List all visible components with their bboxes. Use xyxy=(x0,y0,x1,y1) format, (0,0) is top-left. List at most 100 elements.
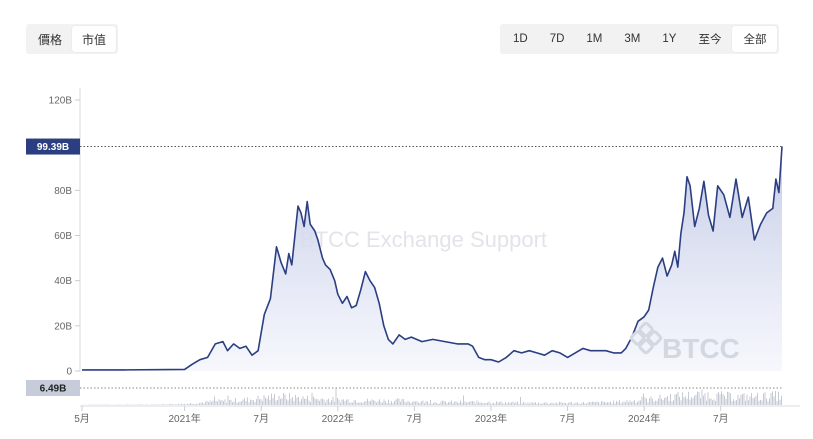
y-tick-label: 60B xyxy=(54,231,72,242)
volume-bar xyxy=(334,401,335,405)
volume-bar xyxy=(152,404,154,405)
volume-bar xyxy=(607,402,608,405)
volume-bar xyxy=(313,396,314,405)
volume-bar xyxy=(754,397,755,405)
series-line xyxy=(82,146,783,371)
volume-bar xyxy=(170,403,172,405)
range-tab-1[interactable]: 7D xyxy=(549,33,565,45)
volume-bar xyxy=(424,403,425,405)
volume-bar xyxy=(587,402,589,405)
volume-bar xyxy=(236,402,238,405)
volume-bar xyxy=(752,398,754,405)
volume-bar xyxy=(658,398,659,405)
volume-bar xyxy=(763,393,764,405)
volume-bar xyxy=(376,402,377,405)
volume-bar xyxy=(593,401,595,405)
volume-bar xyxy=(731,401,733,405)
volume-bar xyxy=(386,403,388,405)
volume-bar xyxy=(485,402,487,405)
volume-bar xyxy=(542,403,544,405)
volume-bar xyxy=(532,402,533,405)
volume-bar xyxy=(202,402,203,405)
volume-bar xyxy=(460,400,461,405)
volume-bar xyxy=(643,393,644,405)
volume-bar xyxy=(776,401,778,405)
volume-bar xyxy=(755,395,757,405)
volume-bar xyxy=(677,391,679,405)
volume-bar xyxy=(478,402,479,405)
range-tab-4[interactable]: 1Y xyxy=(662,33,677,45)
volume-bar xyxy=(241,401,242,405)
range-tab-2[interactable]: 1M xyxy=(586,33,603,45)
volume-bar xyxy=(748,400,749,405)
volume-bar xyxy=(259,399,260,405)
volume-bar xyxy=(638,400,640,405)
volume-bar xyxy=(509,402,511,405)
volume-bar xyxy=(325,402,326,405)
range-tab-6[interactable]: 全部 xyxy=(732,26,778,52)
volume-bar xyxy=(769,398,770,405)
volume-bar xyxy=(440,401,442,405)
volume-bar xyxy=(506,403,508,405)
volume-bar xyxy=(218,399,220,405)
volume-bar xyxy=(617,401,619,405)
range-tab-3[interactable]: 3M xyxy=(624,33,641,45)
volume-bar xyxy=(563,402,565,405)
volume-bar xyxy=(206,400,208,405)
volume-bar xyxy=(488,401,490,405)
volume-bar xyxy=(779,399,781,405)
volume-bar xyxy=(599,403,601,405)
volume-bar xyxy=(349,402,350,405)
volume-bar xyxy=(724,395,725,405)
volume-bar xyxy=(284,394,286,405)
volume-bar xyxy=(449,401,451,405)
volume-bar xyxy=(739,398,740,405)
volume-bar xyxy=(172,404,173,405)
volume-bar xyxy=(448,402,449,405)
volume-bar xyxy=(286,399,287,405)
volume-bar xyxy=(695,394,697,405)
volume-bar xyxy=(640,400,641,405)
volume-bar xyxy=(404,401,406,405)
metric-tab-1[interactable]: 市值 xyxy=(72,26,117,52)
volume-bar xyxy=(278,395,280,405)
volume-bar xyxy=(191,403,193,405)
volume-bar xyxy=(268,395,269,405)
volume-bar xyxy=(674,394,676,405)
volume-bar xyxy=(704,393,706,405)
volume-bar xyxy=(698,391,700,405)
volume-bar xyxy=(523,402,524,405)
volume-bar xyxy=(757,392,758,405)
volume-bar xyxy=(290,398,292,405)
volume-bar xyxy=(203,403,205,405)
volume-bar xyxy=(569,402,571,405)
volume-bar xyxy=(347,399,349,405)
volume-bar xyxy=(595,402,596,405)
watermark-text: BTCC Exchange Support xyxy=(300,227,547,252)
volume-bar xyxy=(419,402,421,405)
volume-bar xyxy=(469,401,470,405)
volume-bar xyxy=(392,403,394,405)
volume-bar xyxy=(319,400,320,405)
volume-bar xyxy=(140,404,142,405)
volume-bar xyxy=(287,400,289,405)
volume-bar xyxy=(470,401,472,405)
volume-bar xyxy=(725,398,727,405)
volume-bar xyxy=(671,401,673,405)
volume-bar xyxy=(631,402,632,405)
volume-bar xyxy=(575,402,577,405)
volume-bar xyxy=(472,401,473,405)
range-tab-5[interactable]: 至今 xyxy=(698,34,722,46)
volume-bar xyxy=(463,395,464,405)
volume-bar xyxy=(665,397,667,405)
volume-bar xyxy=(626,400,628,405)
range-tab-0[interactable]: 1D xyxy=(513,33,528,45)
y-tick-label: 40B xyxy=(54,276,72,287)
volume-bar xyxy=(743,393,745,405)
volume-bar xyxy=(751,393,752,405)
volume-bar xyxy=(634,400,635,405)
metric-tab-0[interactable]: 價格 xyxy=(38,32,63,47)
volume-bar xyxy=(337,397,338,405)
volume-bar xyxy=(580,404,581,405)
volume-bar xyxy=(547,403,548,405)
